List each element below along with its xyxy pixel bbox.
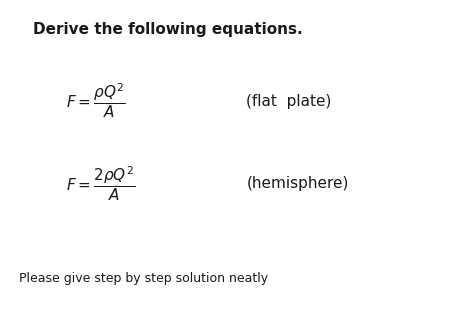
Text: $F = \dfrac{2\rho Q^2}{A}$: $F = \dfrac{2\rho Q^2}{A}$ bbox=[66, 164, 136, 203]
Text: Please give step by step solution neatly: Please give step by step solution neatly bbox=[19, 271, 268, 285]
Text: (hemisphere): (hemisphere) bbox=[246, 176, 349, 191]
Text: $F = \dfrac{\rho Q^2}{A}$: $F = \dfrac{\rho Q^2}{A}$ bbox=[66, 82, 126, 120]
Text: Derive the following equations.: Derive the following equations. bbox=[33, 22, 303, 37]
Text: (flat  plate): (flat plate) bbox=[246, 94, 332, 109]
